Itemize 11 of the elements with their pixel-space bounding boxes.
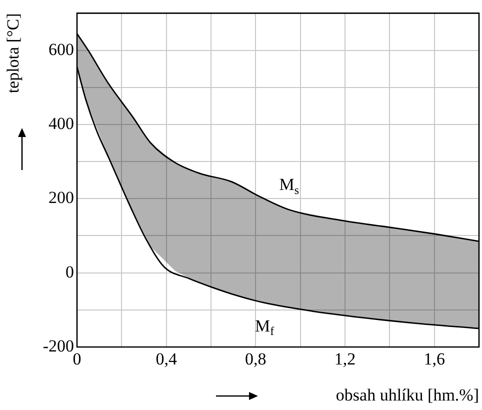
y-tick-label: -200 [42, 336, 74, 356]
x-tick-label: 1,2 [334, 350, 356, 369]
x-axis-title: obsah uhlíku [hm.%] [336, 385, 479, 404]
y-tick-label: 200 [48, 188, 74, 208]
y-tick-label: 600 [48, 40, 74, 59]
x-tick-label: 0,8 [245, 350, 266, 369]
y-tick-label: 0 [66, 262, 74, 282]
x-tick-label: 1,6 [424, 350, 445, 369]
x-tick-label: 0,4 [156, 350, 178, 369]
y-tick-label: 400 [48, 114, 74, 133]
y-axis-title: teplota [°C] [4, 13, 23, 94]
